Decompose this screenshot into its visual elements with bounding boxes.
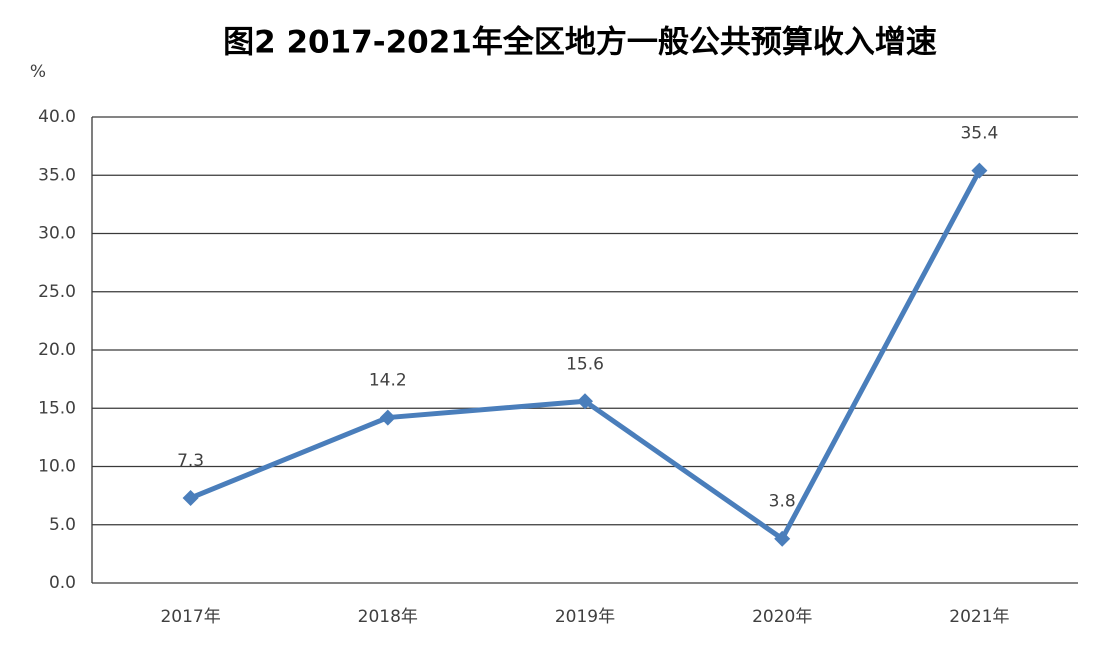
y-tick-label: 0.0	[49, 573, 76, 593]
y-tick-label: 20.0	[38, 340, 76, 360]
data-point	[971, 162, 988, 179]
data-label: 3.8	[769, 492, 796, 512]
y-tick-label: 10.0	[38, 457, 76, 477]
data-label: 14.2	[369, 371, 407, 391]
data-label: 7.3	[177, 451, 204, 471]
data-point	[182, 489, 199, 506]
data-point	[379, 409, 396, 426]
data-point	[577, 393, 593, 410]
y-tick-label: 30.0	[38, 224, 76, 244]
data-point	[774, 530, 791, 547]
y-tick-label: 5.0	[49, 515, 76, 535]
data-label: 15.6	[566, 354, 604, 374]
x-tick-label: 2017年	[160, 607, 220, 627]
chart-title: 图2 2017-2021年全区地方一般公共预算收入增速	[223, 25, 937, 61]
x-tick-label: 2020年	[752, 607, 812, 627]
y-axis-unit: %	[30, 62, 46, 82]
x-tick-label: 2018年	[358, 607, 418, 627]
y-tick-label: 35.0	[38, 165, 76, 185]
y-tick-label: 15.0	[38, 398, 76, 418]
x-tick-label: 2019年	[555, 607, 615, 627]
y-tick-label: 25.0	[38, 282, 76, 302]
data-label: 35.4	[960, 124, 998, 144]
y-tick-label: 40.0	[38, 107, 76, 127]
x-tick-label: 2021年	[949, 607, 1009, 627]
